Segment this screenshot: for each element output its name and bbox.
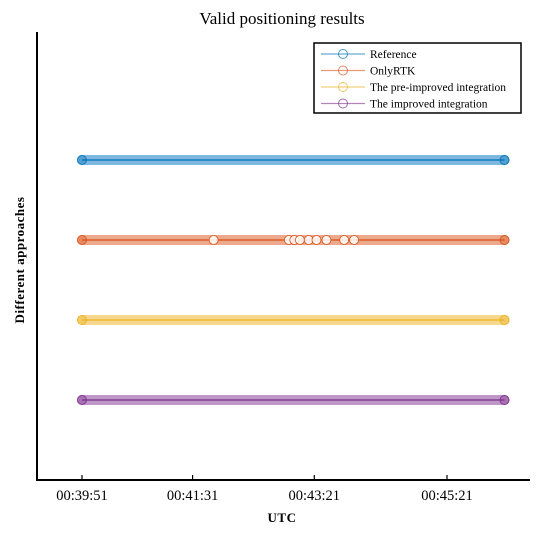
x-tick-label: 00:41:31	[167, 488, 219, 504]
series-marker	[499, 395, 510, 405]
y-axis-label: Different approaches	[12, 197, 27, 324]
legend-box	[313, 42, 522, 114]
legend-label: The improved integration	[370, 99, 488, 111]
gap-marker	[349, 235, 359, 245]
series-4	[77, 395, 510, 405]
series-marker	[77, 315, 87, 325]
series-1	[77, 155, 510, 165]
x-tick-label: 00:39:51	[56, 488, 108, 504]
legend-label: OnlyRTK	[370, 66, 416, 78]
series-marker	[499, 235, 510, 245]
legend-marker	[338, 49, 348, 59]
series-marker	[77, 395, 87, 405]
x-axis-label: UTC	[268, 510, 297, 525]
gap-marker	[294, 235, 305, 245]
series-marker	[77, 235, 87, 245]
gap-marker	[339, 235, 350, 245]
legend-marker	[338, 82, 348, 92]
series-marker	[499, 155, 510, 165]
gap-marker	[311, 235, 322, 245]
x-tick-label: 00:45:21	[421, 488, 473, 504]
series-marker	[77, 155, 87, 165]
legend-label: Reference	[370, 49, 417, 61]
legend-label: The pre-improved integration	[370, 82, 506, 94]
legend-marker	[338, 98, 348, 109]
axes	[36, 32, 530, 481]
x-tick-label: 00:43:21	[288, 488, 340, 504]
x-ticks: 00:39:51 00:41:31 00:43:21 00:45:21	[56, 475, 473, 504]
legend: Reference OnlyRTK The pre-improved integra…	[313, 42, 522, 114]
series-3	[77, 315, 510, 325]
chart-title: Valid positioning results	[199, 9, 364, 28]
gap-marker	[208, 235, 219, 245]
series-layer	[77, 155, 510, 405]
series-2	[77, 235, 510, 245]
series-marker	[499, 315, 510, 325]
legend-marker	[338, 65, 348, 76]
gap-marker	[321, 235, 332, 245]
